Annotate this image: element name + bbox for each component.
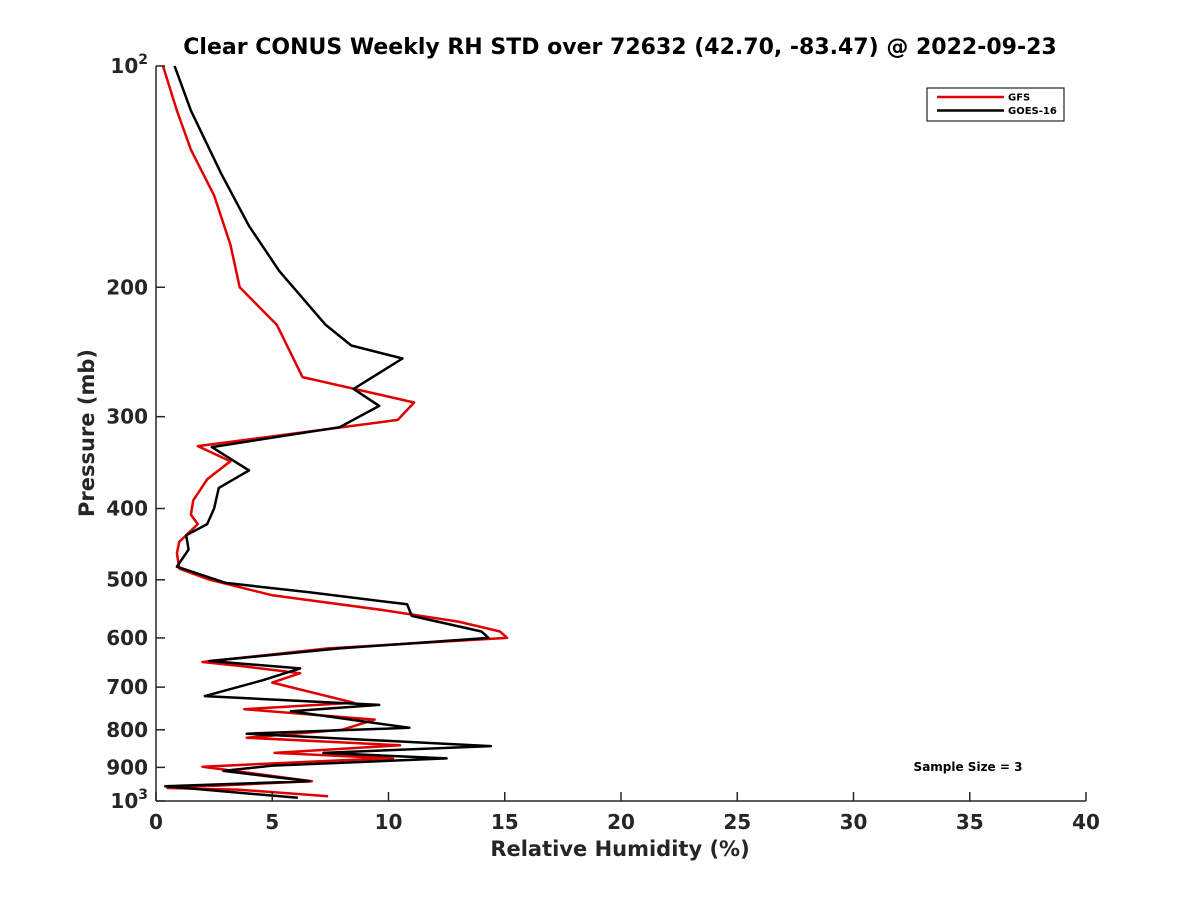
- legend-label: GOES-16: [1008, 106, 1057, 117]
- y-tick-label: 800: [106, 718, 148, 742]
- y-tick-label: 700: [106, 675, 148, 699]
- x-tick-label: 35: [956, 810, 984, 834]
- axes-layer: 0 5 10 15 20 25 30 35 40 102 200 300 400 500 600 700 800…: [106, 52, 1100, 834]
- plot-area: [156, 66, 1086, 801]
- y-tick-label: 900: [106, 755, 148, 779]
- y-tick-label: 300: [106, 405, 148, 429]
- y-tick-label: 102: [110, 52, 148, 78]
- y-tick-label: 400: [106, 497, 148, 521]
- x-tick-label: 5: [265, 810, 279, 834]
- y-axis-label: Pressure (mb): [75, 349, 99, 517]
- y-tick-label: 600: [106, 626, 148, 650]
- series-line-gfs: [161, 65, 509, 798]
- y-tick-label: 103: [110, 787, 148, 813]
- series-layer: [161, 65, 509, 800]
- y-tick-label: 500: [106, 568, 148, 592]
- x-tick-label: 25: [723, 810, 751, 834]
- legend: GFS GOES-16: [926, 87, 1065, 122]
- x-tick-label: 30: [840, 810, 868, 834]
- x-axis-label: Relative Humidity (%): [490, 837, 749, 861]
- x-tick-label: 15: [491, 810, 519, 834]
- y-tick-label: 200: [106, 275, 148, 299]
- chart-title: Clear CONUS Weekly RH STD over 72632 (42…: [183, 35, 1056, 60]
- series-line-goes-16: [164, 65, 493, 800]
- x-tick-label: 20: [607, 810, 635, 834]
- x-tick-label: 40: [1072, 810, 1100, 834]
- legend-label: GFS: [1008, 93, 1030, 104]
- plot-background: [156, 66, 1086, 801]
- x-tick-label: 10: [375, 810, 403, 834]
- legend-box: [926, 87, 1065, 122]
- x-tick-label: 0: [149, 810, 163, 834]
- sample-size-annotation: Sample Size = 3: [914, 760, 1023, 774]
